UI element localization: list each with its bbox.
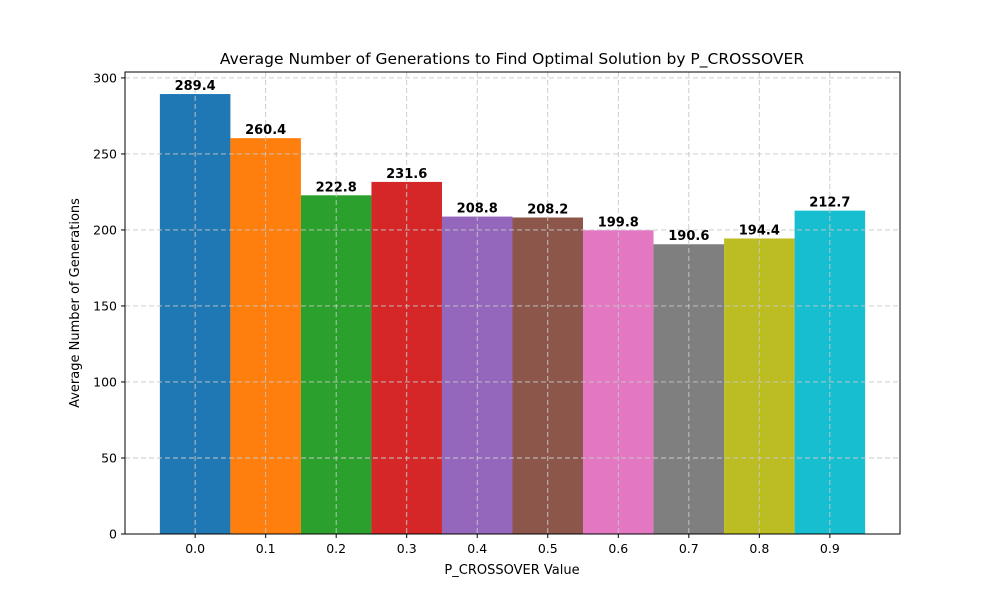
x-tick-label: 0.1 xyxy=(256,541,276,556)
data-label-0.1: 260.4 xyxy=(245,123,286,138)
x-tick-label: 0.9 xyxy=(820,541,840,556)
plot-frame xyxy=(124,71,901,535)
x-tick-label: 0.8 xyxy=(749,541,769,556)
data-label-0.0: 289.4 xyxy=(175,79,216,94)
data-label-0.2: 222.8 xyxy=(316,180,357,195)
y-tick-label: 0 xyxy=(109,527,117,542)
x-axis-ticks: 0.0 0.1 0.2 0.3 0.4 0.5 0.6 0.7 0.8 0.9 xyxy=(185,534,840,556)
data-label-0.8: 194.4 xyxy=(739,223,780,238)
data-label-0.3: 231.6 xyxy=(386,167,427,182)
y-axis-label: Average Number of Generations xyxy=(68,198,83,408)
grid-layer xyxy=(125,72,900,534)
y-tick-label: 100 xyxy=(93,374,117,389)
data-label-0.9: 212.7 xyxy=(809,196,850,211)
x-tick-label: 0.3 xyxy=(397,541,417,556)
x-tick-label: 0.0 xyxy=(185,541,205,556)
x-tick-label: 0.4 xyxy=(467,541,487,556)
y-tick-label: 200 xyxy=(93,222,117,237)
y-axis-ticks: 0 50 100 150 200 250 300 xyxy=(93,70,125,542)
x-tick-label: 0.5 xyxy=(538,541,558,556)
data-label-0.7: 190.6 xyxy=(668,229,709,244)
x-tick-label: 0.6 xyxy=(608,541,628,556)
y-tick-label: 250 xyxy=(93,146,117,161)
y-tick-label: 50 xyxy=(101,450,117,465)
y-tick-label: 300 xyxy=(93,70,117,85)
x-axis-label: P_CROSSOVER Value xyxy=(444,563,579,578)
data-label-0.4: 208.8 xyxy=(457,202,498,217)
data-label-0.6: 199.8 xyxy=(598,215,639,230)
data-labels-layer: 289.4 260.4 222.8 231.6 208.8 208.2 199.8 190.6… xyxy=(175,79,851,244)
x-tick-label: 0.7 xyxy=(679,541,699,556)
chart-title: Average Number of Generations to Find Op… xyxy=(220,50,804,69)
data-label-0.5: 208.2 xyxy=(527,202,568,217)
y-tick-label: 150 xyxy=(93,298,117,313)
x-tick-label: 0.2 xyxy=(326,541,346,556)
